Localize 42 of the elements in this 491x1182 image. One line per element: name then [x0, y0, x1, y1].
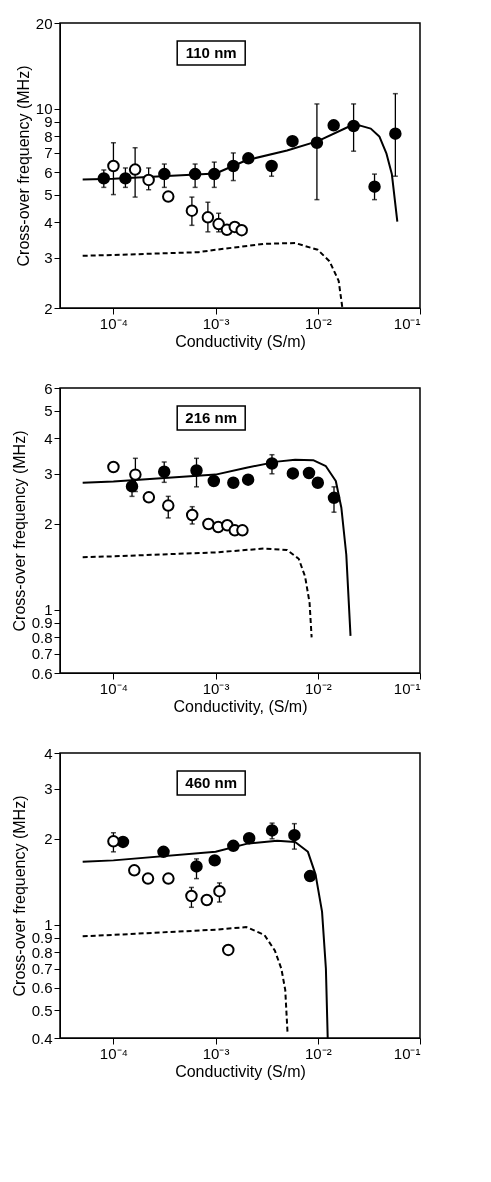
x-tick-label: 10⁻⁴ — [99, 314, 128, 332]
x-tick-label: 10⁻¹ — [393, 1044, 421, 1062]
y-tick-label: 20 — [35, 14, 53, 32]
y-tick-label: 4 — [44, 744, 53, 762]
y-axis-title: Cross-over frequency (MHz) — [10, 430, 28, 632]
y-axis-title: Cross-over frequency (MHz) — [10, 795, 28, 997]
x-axis-title: Conductivity, (S/m) — [173, 697, 308, 715]
x-tick-label: 10⁻² — [304, 314, 332, 332]
y-tick-label: 0.4 — [31, 1029, 53, 1047]
x-tick-label: 10⁻¹ — [393, 314, 421, 332]
y-axis-title: Cross-over frequency (MHz) — [14, 65, 32, 267]
x-tick-label: 10⁻³ — [202, 679, 230, 697]
annotation: 110 nm — [185, 44, 237, 61]
y-tick-label: 3 — [44, 780, 53, 798]
y-tick-label: 2 — [44, 299, 53, 317]
y-tick-label: 0.7 — [31, 960, 53, 978]
x-axis-title: Conductivity (S/m) — [175, 1062, 306, 1080]
y-tick-label: 3 — [44, 249, 53, 267]
y-tick-label: 6 — [44, 163, 53, 181]
y-tick-label: 2 — [44, 830, 53, 848]
x-tick-label: 10⁻³ — [202, 314, 230, 332]
x-tick-label: 10⁻⁴ — [99, 679, 128, 697]
y-tick-label: 2 — [44, 515, 53, 533]
y-tick-label: 5 — [44, 402, 53, 420]
y-tick-label: 0.6 — [31, 979, 53, 997]
y-tick-label: 0.7 — [31, 645, 53, 663]
annotation: 216 nm — [185, 409, 238, 426]
x-tick-label: 10⁻² — [304, 679, 332, 697]
x-tick-label: 10⁻¹ — [393, 679, 421, 697]
y-tick-label: 3 — [44, 465, 53, 483]
y-tick-label: 0.6 — [31, 664, 53, 682]
y-tick-label: 6 — [44, 379, 53, 397]
y-tick-label: 5 — [44, 186, 53, 204]
x-axis-title: Conductivity (S/m) — [175, 332, 306, 350]
x-tick-label: 10⁻² — [304, 1044, 332, 1062]
y-tick-label: 0.5 — [31, 1001, 53, 1019]
annotation: 460 nm — [185, 774, 238, 791]
y-tick-label: 4 — [44, 429, 53, 447]
y-tick-label: 7 — [44, 144, 53, 162]
y-tick-label: 4 — [44, 213, 53, 231]
x-tick-label: 10⁻⁴ — [99, 1044, 128, 1062]
x-tick-label: 10⁻³ — [202, 1044, 230, 1062]
